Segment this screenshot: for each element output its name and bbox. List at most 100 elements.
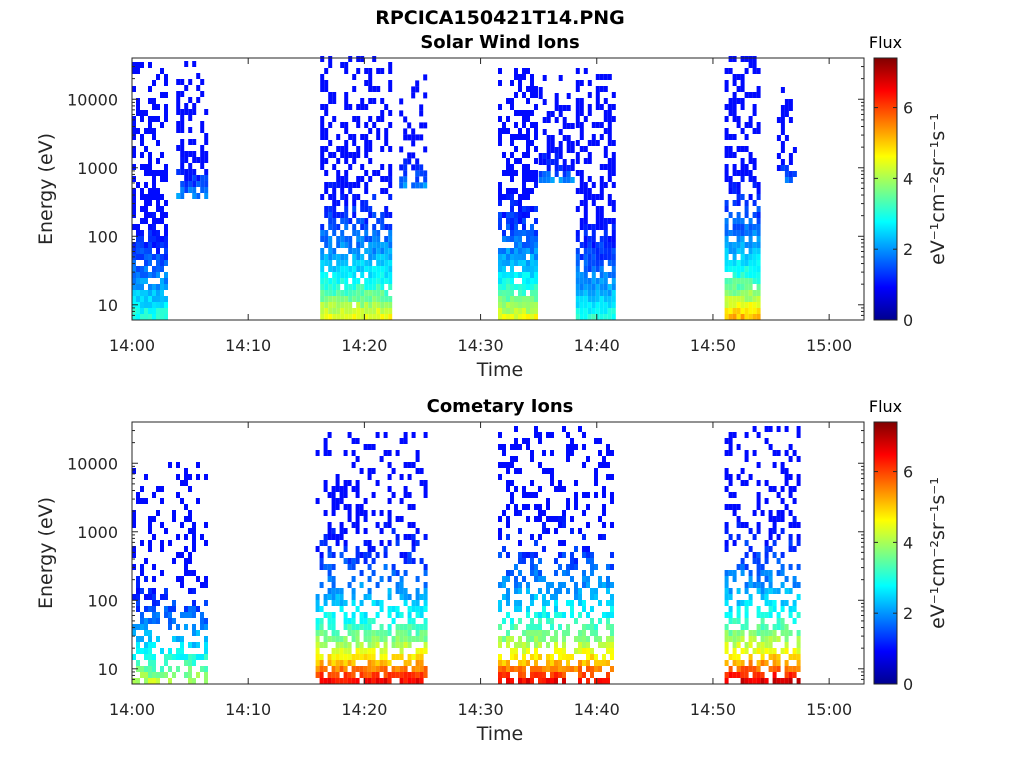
spectrogram-cell [336, 236, 341, 242]
spectrogram-cell [611, 92, 616, 98]
spectrogram-cell [502, 254, 506, 260]
spectrogram-cell [332, 308, 337, 314]
spectrogram-cell [172, 672, 176, 678]
spectrogram-cell [760, 630, 765, 636]
spectrogram-cell [740, 242, 745, 248]
spectrogram-cell [550, 159, 555, 165]
spectrogram-cell [792, 450, 797, 456]
spectrogram-cell [336, 212, 341, 218]
spectrogram-cell [506, 504, 510, 510]
spectrogram-cell [403, 600, 408, 606]
spectrogram-cell [419, 648, 424, 654]
spectrogram-cell [744, 212, 749, 218]
spectrogram-cell [204, 678, 208, 684]
spectrogram-cell [336, 134, 341, 140]
spectrogram-cell [348, 152, 353, 158]
spectrogram-cell [176, 534, 180, 540]
spectrogram-cell [368, 80, 373, 86]
spectrogram-cell [582, 492, 586, 498]
spectrogram-cell [140, 272, 144, 278]
spectrogram-cell [348, 242, 353, 248]
spectrogram-cell [530, 314, 534, 320]
spectrogram-cell [538, 558, 542, 564]
spectrogram-cell [530, 86, 534, 92]
spectrogram-cell [506, 486, 510, 492]
spectrogram-cell [343, 660, 348, 666]
spectrogram-cell [554, 588, 558, 594]
spectrogram-cell [360, 98, 365, 104]
spectrogram-cell [768, 648, 773, 654]
spectrogram-cell [391, 528, 396, 534]
spectrogram-cell [144, 182, 148, 188]
spectrogram-cell [331, 576, 336, 582]
spectrogram-cell [724, 290, 729, 296]
spectrogram-cell [796, 540, 801, 546]
spectrogram-cell [756, 606, 761, 612]
spectrogram-cell [514, 218, 518, 224]
spectrogram-cell [184, 570, 188, 576]
spectrogram-cell [502, 296, 506, 302]
spectrogram-cell [542, 153, 547, 159]
spectrogram-cell [324, 80, 329, 86]
spectrogram-cell [748, 278, 753, 284]
spectrogram-cell [324, 254, 329, 260]
spectrogram-cell [558, 177, 563, 183]
spectrogram-cell [732, 74, 737, 80]
spectrogram-cell [152, 224, 156, 230]
spectrogram-cell [792, 648, 797, 654]
spectrogram-cell [388, 224, 393, 230]
spectrogram-cell [148, 642, 152, 648]
spectrogram-cell [324, 308, 329, 314]
spectrogram-cell [518, 510, 522, 516]
spectrogram-cell [204, 576, 208, 582]
spectrogram-cell [196, 672, 200, 678]
spectrogram-cell [502, 266, 506, 272]
spectrogram-cell [344, 170, 349, 176]
spectrogram-cell [740, 164, 745, 170]
spectrogram-cell [367, 474, 372, 480]
spectrogram-cell [160, 308, 164, 314]
spectrogram-cell [148, 116, 152, 122]
spectrogram-cell [788, 99, 793, 105]
spectrogram-cell [352, 278, 357, 284]
spectrogram-cell [363, 516, 368, 522]
spectrogram-cell [348, 164, 353, 170]
spectrogram-cell [140, 242, 144, 248]
spectrogram-cell [562, 648, 566, 654]
spectrogram-cell [606, 612, 610, 618]
spectrogram-cell [510, 200, 514, 206]
spectrogram-cell [506, 672, 510, 678]
spectrogram-cell [607, 200, 612, 206]
spectrogram-cell [554, 636, 558, 642]
spectrogram-cell [204, 474, 208, 480]
spectrogram-cell [184, 474, 188, 480]
spectrogram-cell [168, 624, 172, 630]
spectrogram-cell [526, 266, 530, 272]
spectrogram-cell [562, 165, 567, 171]
spectrogram-cell [534, 570, 538, 576]
spectrogram-cell [498, 260, 502, 266]
spectrogram-cell [411, 636, 416, 642]
spectrogram-cell [756, 522, 761, 528]
spectrogram-cell [344, 302, 349, 308]
spectrogram-cell [607, 254, 612, 260]
spectrogram-cell [367, 468, 372, 474]
spectrogram-cell [351, 588, 356, 594]
spectrogram-cell [595, 248, 600, 254]
spectrogram-cell [364, 140, 369, 146]
spectrogram-cell [363, 654, 368, 660]
spectrogram-cell [610, 552, 614, 558]
spectrogram-cell [780, 564, 785, 570]
spectrogram-cell [148, 170, 152, 176]
spectrogram-cell [324, 104, 329, 110]
spectrogram-cell [188, 612, 192, 618]
spectrogram-cell [506, 212, 510, 218]
spectrogram-cell [391, 570, 396, 576]
spectrogram-cell [188, 187, 193, 193]
spectrogram-cell [502, 128, 506, 134]
spectrogram-cell [140, 248, 144, 254]
spectrogram-cell [538, 666, 542, 672]
spectrogram-cell [387, 498, 392, 504]
spectrogram-cell [327, 570, 332, 576]
spectrogram-cell [380, 146, 385, 152]
